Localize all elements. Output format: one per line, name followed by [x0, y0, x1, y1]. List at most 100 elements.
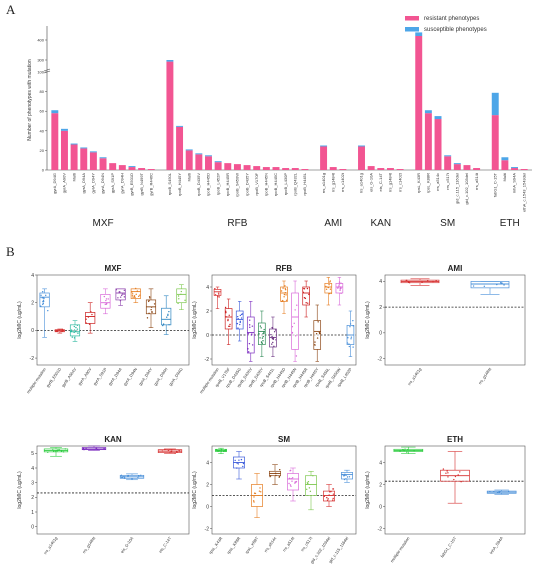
data-point [127, 475, 129, 477]
x-tick-label: gyrA_S91P [110, 173, 115, 194]
data-point [270, 333, 272, 336]
data-point [168, 310, 170, 313]
data-point [282, 287, 284, 289]
data-point [74, 330, 77, 333]
data-point [123, 293, 125, 295]
data-point [151, 311, 154, 313]
bar-susceptible [70, 143, 78, 145]
y-tick-label: 4 [206, 285, 209, 291]
x-tick-label: rpsL_K88R [426, 173, 431, 193]
data-point [239, 323, 241, 326]
data-point [236, 462, 238, 464]
data-point [135, 293, 137, 296]
data-point [325, 285, 327, 288]
axis-break-mark [43, 68, 51, 72]
data-point [330, 292, 332, 295]
bar-resistant [434, 119, 442, 170]
data-point [184, 299, 186, 301]
data-point [327, 286, 330, 289]
data-point [309, 490, 312, 493]
data-point [285, 294, 287, 296]
y-tick-label: 4 [206, 460, 209, 466]
panel-a-bar-chart: 0 20 40 60 80 100 300 400 Number of phenotypes w… [27, 16, 532, 229]
x-tick-label: gyrA_A90V [77, 366, 93, 386]
data-point [220, 449, 223, 451]
data-point [237, 318, 239, 320]
bar-resistant [386, 168, 394, 170]
data-point [253, 501, 255, 503]
data-point [227, 318, 229, 321]
x-tick-label: rpoB_H445Y [177, 173, 182, 196]
data-point [140, 474, 142, 477]
x-tick-label: Multi [186, 173, 191, 182]
panel-b-letter: B [6, 244, 15, 259]
data-point [454, 475, 457, 478]
x-tick-label: rrs_g1484t [330, 172, 335, 192]
data-point [496, 492, 499, 494]
bar-resistant [329, 167, 337, 170]
data-point [249, 319, 251, 321]
data-point [124, 477, 126, 479]
data-point [177, 295, 180, 297]
data-point [350, 336, 353, 338]
group-label: RFB [227, 218, 247, 229]
data-point [171, 449, 173, 451]
data-point [332, 493, 335, 495]
data-point [131, 295, 134, 297]
box [305, 475, 317, 496]
data-point [252, 500, 255, 502]
x-tick-label: rpoB_H445L [302, 172, 307, 195]
x-tick-label: rpoB_H445C [273, 173, 278, 196]
data-point [259, 325, 262, 327]
data-point [507, 490, 510, 493]
data-point [41, 291, 44, 293]
data-point [338, 281, 341, 283]
data-point [483, 285, 486, 287]
data-point [228, 325, 230, 327]
bar-susceptible [424, 110, 432, 114]
data-point [248, 342, 251, 345]
data-point [137, 477, 139, 479]
data-point [272, 341, 274, 344]
y-tick-label: -2 [30, 356, 35, 362]
data-point [237, 327, 239, 329]
data-point [316, 337, 319, 339]
bar-susceptible [214, 161, 222, 163]
data-point [167, 314, 169, 317]
data-point [170, 450, 173, 453]
bar-resistant [89, 152, 97, 170]
data-point [62, 451, 65, 453]
data-point [55, 330, 57, 332]
x-tick-label: rrs_a1401g [359, 173, 364, 193]
data-point [73, 337, 76, 339]
data-point [306, 287, 309, 290]
x-tick-label: rpsL_K88R [226, 536, 242, 555]
bar-resistant [424, 113, 432, 170]
plot-title: SM [278, 435, 290, 444]
bar-resistant [205, 156, 212, 170]
data-point [500, 282, 502, 285]
x-tick-label: fabG1_C-15T [439, 535, 457, 558]
y-tick-label: 4 [379, 460, 382, 466]
data-point [239, 314, 242, 317]
bar-resistant [463, 165, 471, 170]
x-tick-label: rrs_a514c [435, 173, 440, 191]
data-point [403, 449, 405, 452]
data-point [259, 487, 261, 489]
data-point [241, 313, 244, 315]
data-point [64, 448, 66, 450]
data-point [95, 447, 97, 449]
data-point [293, 322, 295, 324]
data-point [123, 289, 126, 292]
data-point [271, 343, 273, 345]
data-point [239, 320, 241, 323]
x-tick-label: gyrA_D94G [168, 367, 184, 387]
box-plot-eth: ETH log2MIC (ug/mL) -2 0 2 4 multiple mutation… [365, 435, 526, 563]
data-point [251, 325, 254, 327]
data-point [308, 293, 310, 296]
group-label: MXF [92, 218, 113, 229]
data-point [162, 324, 164, 327]
data-point [87, 316, 90, 318]
x-tick-label: rpoB_S450W [235, 173, 240, 197]
y-tick-label: 4 [31, 273, 34, 279]
